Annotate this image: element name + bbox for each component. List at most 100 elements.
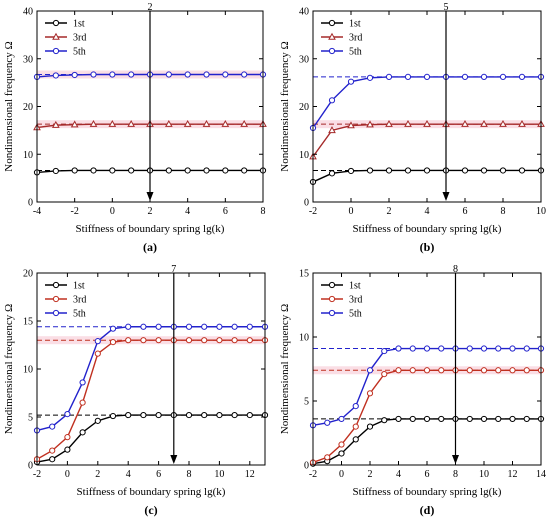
data-point [183,119,192,127]
arrow-head [146,192,154,201]
panel-label: (c) [144,503,157,517]
data-point [338,441,345,448]
x-tick-label: 12 [245,469,255,480]
data-point [216,411,223,419]
data-point [71,71,78,79]
data-point [499,167,507,174]
data-point [423,415,431,423]
data-point [140,411,147,419]
arrow-head [170,455,178,464]
data-point [385,167,393,174]
series-line-3 [312,347,541,427]
data-point [381,371,388,378]
data-point [140,323,147,330]
data-point [509,415,516,423]
data-point [185,323,193,330]
data-point [518,73,526,80]
data-point [231,411,238,419]
y-tick-label: 40 [299,7,309,18]
data-point [423,167,431,174]
x-tick-label: -2 [309,206,317,217]
data-point [109,167,116,174]
data-point [155,323,162,330]
data-point [185,337,193,344]
data-point [109,339,117,346]
y-axis-label: Nondimensional frequency Ω [279,304,291,434]
y-tick-label: 5 [304,397,309,408]
legend-label-2: 3rd [349,33,362,44]
x-tick-label: 0 [339,469,344,480]
data-point [338,450,345,457]
data-point [125,323,132,330]
arrow-head [452,455,459,464]
data-point [385,119,393,127]
legend-label-2: 3rd [349,295,362,306]
data-point [94,350,101,357]
data-point [246,337,253,344]
data-point [125,337,132,344]
x-tick-label: -2 [70,206,78,217]
data-point [438,345,445,352]
y-tick-label: 15 [299,269,309,280]
data-point [51,120,60,128]
series-line-1 [36,414,265,463]
data-point [70,120,79,128]
data-point [90,167,97,174]
data-point [89,119,98,127]
legend-label-1: 1st [349,19,361,30]
data-point [109,71,116,78]
data-point [203,167,210,174]
data-point [404,167,412,174]
x-tick-label: 12 [508,469,518,480]
legend-marker-1 [52,281,60,289]
data-point [352,403,359,410]
y-tick-label: 0 [304,198,309,209]
x-tick-label: 8 [187,469,192,480]
data-point [480,345,488,352]
arrow-label: 8 [453,264,458,275]
data-point [203,71,210,78]
x-tick-label: 0 [349,206,354,217]
data-point [127,119,136,127]
y-axis-label: Nondimensional frequency Ω [3,304,15,434]
legend-marker-3 [328,309,336,317]
x-tick-label: 2 [387,206,392,217]
data-point [108,119,117,127]
x-tick-label: 4 [185,206,190,217]
data-point [366,74,374,81]
data-point [140,337,147,344]
y-tick-label: 10 [23,150,33,161]
data-point [438,415,445,423]
data-point [518,167,526,174]
data-point [466,367,473,374]
panel-label: (d) [420,503,435,517]
data-point [246,411,253,419]
data-point [109,325,117,332]
data-point [79,379,86,386]
data-point [49,447,56,454]
data-point [347,78,355,85]
legend-label-3: 5th [73,309,86,320]
data-point [352,423,359,430]
x-axis-label: Stiffness of boundary spring lg(k) [76,223,225,235]
y-tick-label: 40 [23,7,33,18]
data-point [347,121,355,129]
data-point [241,167,248,174]
data-point [523,345,530,352]
x-tick-label: -2 [309,469,317,480]
data-point [64,446,71,453]
x-tick-label: 2 [95,469,100,480]
data-point [64,434,71,441]
legend-marker-2 [328,295,336,303]
x-tick-label: 6 [223,206,228,217]
data-point [246,323,253,330]
plot-frame [36,272,266,466]
data-point [52,72,59,79]
data-point [409,367,416,374]
data-point [216,323,223,330]
data-point [404,119,412,127]
y-tick-label: 20 [299,102,309,113]
y-axis-label: Nondimensional frequency Ω [279,41,291,171]
arrow-head [442,192,450,201]
